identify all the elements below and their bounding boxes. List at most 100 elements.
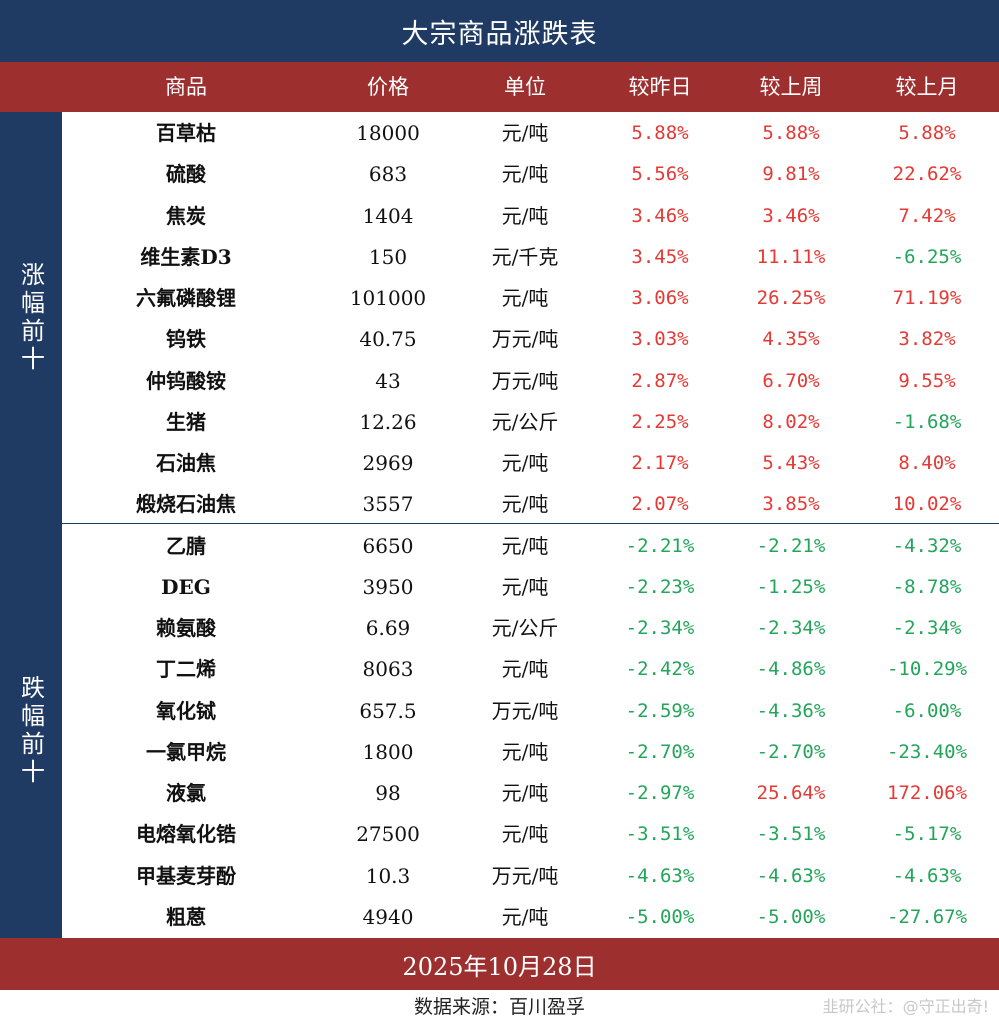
table-body: 百草枯 18000 元/吨 5.88% 5.88% 5.88% 硫酸 683 元/吨 5.56% 9…: [62, 113, 999, 938]
table-row: 一氯甲烷 1800 元/吨 -2.70% -2.70% -23.40%: [62, 732, 999, 773]
cell-price: 101000: [349, 286, 427, 310]
cell-month: 22.62%: [892, 163, 962, 186]
cell-name: 维生素D3: [140, 244, 232, 269]
cell-month: -27.67%: [886, 905, 968, 928]
cell-unit: 元/吨: [501, 121, 549, 145]
table-row: 液氯 98 元/吨 -2.97% 25.64% 172.06%: [62, 773, 999, 814]
cell-name: 粗蒽: [166, 904, 206, 929]
table-row: 六氟磷酸锂 101000 元/吨 3.06% 26.25% 71.19%: [62, 278, 999, 319]
cell-unit: 万元/吨: [491, 698, 559, 723]
cell-month: -6.25%: [892, 245, 962, 268]
cell-month: 71.19%: [892, 287, 962, 309]
cell-name: 甲基麦芽酚: [136, 863, 236, 888]
cell-month: -23.40%: [886, 740, 968, 763]
cell-unit: 元/吨: [501, 533, 549, 558]
cell-day: 3.06%: [631, 287, 689, 309]
table-row: 粗蒽 4940 元/吨 -5.00% -5.00% -27.67%: [62, 897, 999, 938]
side-label-gainers: 涨幅前十: [0, 112, 62, 524]
cell-week: 8.02%: [762, 410, 820, 433]
cell-name: 乙腈: [166, 533, 206, 558]
cell-day: -2.21%: [625, 534, 695, 557]
cell-name: 焦炭: [166, 203, 206, 228]
cell-name: 丁二烯: [156, 657, 216, 682]
cell-month: -6.00%: [892, 699, 962, 722]
cell-price: 3950: [362, 574, 414, 599]
cell-week: 25.64%: [756, 782, 826, 804]
header-unit: 单位: [504, 75, 546, 99]
cell-name: 硫酸: [166, 162, 206, 187]
cell-unit: 元/吨: [501, 904, 549, 929]
cell-unit: 元/吨: [501, 739, 549, 764]
table-row: 赖氨酸 6.69 元/公斤 -2.34% -2.34% -2.34%: [62, 608, 999, 649]
cell-day: 3.45%: [631, 245, 689, 268]
cell-week: 11.11%: [756, 245, 826, 268]
data-source: 数据来源：百川盈孚: [413, 996, 585, 1018]
cell-day: 2.17%: [631, 452, 689, 474]
cell-unit: 元/吨: [501, 203, 549, 228]
table-row: 氧化铽 657.5 万元/吨 -2.59% -4.36% -6.00%: [62, 691, 999, 732]
cell-unit: 元/吨: [501, 781, 549, 805]
cell-week: 5.43%: [762, 452, 820, 474]
cell-price: 40.75: [359, 327, 417, 352]
cell-price: 6650: [362, 533, 414, 558]
cell-price: 4940: [362, 904, 414, 929]
table-row: 甲基麦芽酚 10.3 万元/吨 -4.63% -4.63% -4.63%: [62, 856, 999, 897]
cell-unit: 元/吨: [501, 162, 549, 187]
table-row: 乙腈 6650 元/吨 -2.21% -2.21% -4.32%: [62, 526, 999, 567]
cell-month: 172.06%: [886, 782, 968, 804]
cell-month: -2.34%: [892, 617, 962, 639]
cell-unit: 元/吨: [501, 286, 549, 310]
header-day: 较昨日: [628, 75, 692, 99]
cell-week: 4.35%: [762, 328, 820, 351]
cell-price: 27500: [356, 822, 420, 847]
side-label-gainers-text: 涨幅前十: [16, 262, 45, 374]
cell-unit: 元/吨: [501, 574, 549, 599]
cell-name: DEG: [161, 574, 211, 599]
cell-day: -5.00%: [625, 905, 695, 928]
table-row: 生猪 12.26 元/公斤 2.25% 8.02% -1.68%: [62, 402, 999, 443]
cell-month: 10.02%: [892, 493, 962, 516]
cell-name: 钨铁: [166, 327, 206, 352]
cell-month: -10.29%: [886, 658, 968, 681]
cell-price: 10.3: [365, 863, 411, 888]
cell-day: 2.87%: [631, 369, 689, 392]
cell-day: 3.03%: [631, 328, 689, 351]
table-row: 电熔氧化锆 27500 元/吨 -3.51% -3.51% -5.17%: [62, 814, 999, 855]
cell-week: -5.00%: [756, 905, 826, 928]
cell-day: -3.51%: [625, 823, 695, 846]
cell-price: 43: [375, 368, 401, 393]
cell-unit: 元/吨: [501, 451, 549, 475]
cell-week: -2.70%: [756, 740, 826, 763]
cell-price: 1800: [362, 739, 414, 764]
cell-month: 5.88%: [898, 122, 956, 144]
cell-day: 2.25%: [631, 410, 689, 433]
cell-unit: 万元/吨: [491, 327, 559, 352]
cell-month: 8.40%: [898, 452, 956, 474]
cell-price: 12.26: [359, 409, 417, 434]
table-row: DEG 3950 元/吨 -2.23% -1.25% -8.78%: [62, 567, 999, 608]
cell-day: 5.88%: [631, 122, 689, 144]
cell-week: 26.25%: [756, 287, 826, 309]
side-label-losers-text: 跌幅前十: [16, 675, 45, 787]
cell-unit: 元/吨: [501, 492, 549, 517]
cell-day: -2.34%: [625, 617, 695, 639]
cell-month: -1.68%: [892, 410, 962, 433]
cell-month: -8.78%: [892, 575, 962, 598]
cell-name: 生猪: [166, 409, 206, 434]
cell-price: 657.5: [359, 698, 417, 723]
cell-month: 9.55%: [898, 369, 956, 392]
cell-price: 3557: [362, 492, 414, 517]
cell-day: -4.63%: [625, 864, 695, 887]
cell-name: 氧化铽: [156, 698, 216, 723]
cell-name: 煅烧石油焦: [136, 492, 236, 517]
table-row: 硫酸 683 元/吨 5.56% 9.81% 22.62%: [62, 154, 999, 195]
cell-month: -5.17%: [892, 823, 962, 846]
cell-week: 6.70%: [762, 369, 820, 392]
table-row: 石油焦 2969 元/吨 2.17% 5.43% 8.40%: [62, 443, 999, 484]
table-row: 丁二烯 8063 元/吨 -2.42% -4.86% -10.29%: [62, 649, 999, 690]
cell-week: -1.25%: [756, 575, 826, 598]
footer: 数据来源：百川盈孚 韭研公社：@守正出奇!: [0, 990, 999, 1024]
cell-week: 9.81%: [762, 163, 820, 186]
cell-week: -2.21%: [756, 534, 826, 557]
date-banner: 2025年10月28日: [0, 938, 999, 990]
